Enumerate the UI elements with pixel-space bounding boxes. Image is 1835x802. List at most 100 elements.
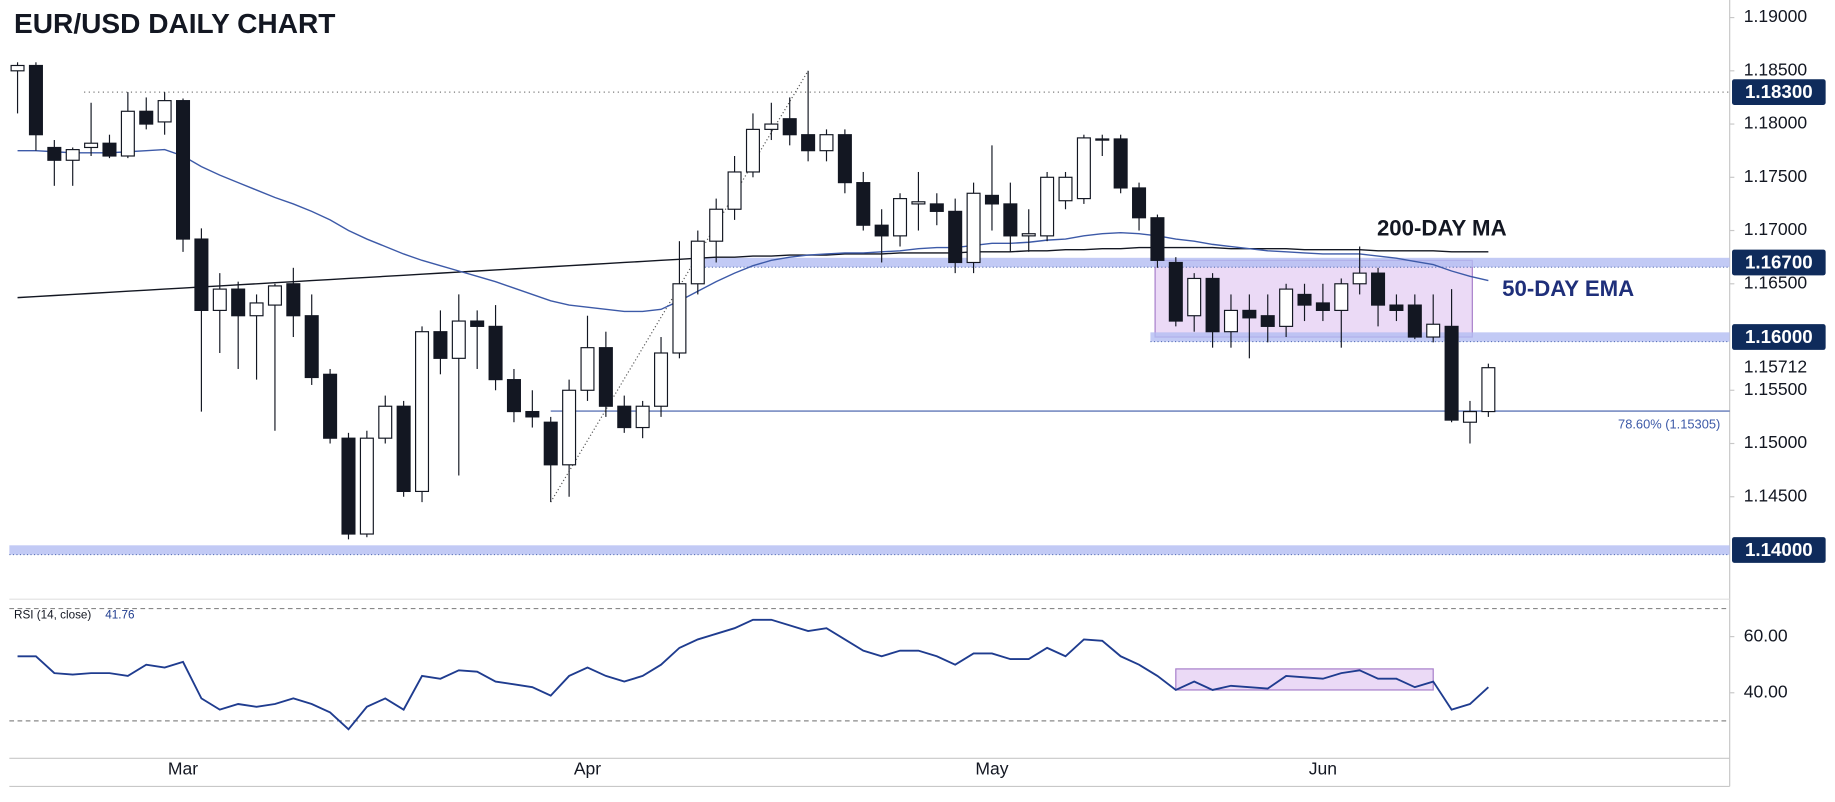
- candle-body: [415, 331, 430, 493]
- candle-body: [1352, 272, 1367, 285]
- candle-body: [488, 325, 503, 381]
- last-price-label: 1.15712: [1744, 356, 1807, 376]
- annotation: 200-DAY MA: [1377, 215, 1507, 240]
- trend-line: [550, 70, 809, 503]
- candle-body: [84, 142, 99, 149]
- candle-body: [745, 128, 760, 173]
- level-badge: [1732, 249, 1826, 276]
- candle-body: [506, 379, 521, 413]
- candle-body: [1279, 288, 1294, 327]
- y-tick-label: 1.17000: [1744, 219, 1808, 239]
- candle-body: [10, 64, 25, 72]
- candle-body: [157, 100, 172, 123]
- candle-body: [28, 64, 43, 136]
- candle-body: [175, 100, 191, 240]
- candle-body: [635, 405, 650, 429]
- candle-body: [1407, 304, 1422, 338]
- candle-body: [1242, 309, 1257, 319]
- level-badge-label: 1.14000: [1745, 539, 1813, 560]
- candle-body: [1462, 410, 1477, 423]
- y-tick-label: 1.16500: [1744, 272, 1808, 292]
- y-tick-label: 60.00: [1744, 625, 1788, 645]
- level-badge: [1732, 537, 1826, 563]
- candle-body: [1371, 272, 1386, 306]
- candle-body: [1040, 176, 1055, 237]
- y-tick-label: 1.17500: [1744, 166, 1808, 186]
- candle-body: [47, 146, 62, 161]
- candle-body: [1021, 233, 1036, 237]
- candle-body: [249, 302, 264, 317]
- y-tick-label: 40.00: [1744, 681, 1788, 701]
- level-badge: [1732, 79, 1826, 105]
- x-tick-label: Mar: [168, 759, 198, 779]
- candle-body: [837, 134, 852, 184]
- candle-body: [1113, 138, 1128, 189]
- candle-body: [782, 118, 797, 136]
- candle-body: [672, 283, 687, 354]
- y-tick-label: 1.15000: [1744, 432, 1808, 452]
- y-tick-label: 1.14500: [1744, 485, 1808, 505]
- candle-body: [1187, 277, 1202, 317]
- candle-body: [1444, 325, 1459, 421]
- candle-body: [598, 347, 613, 407]
- annotation: 50-DAY EMA: [1502, 276, 1634, 301]
- candle-body: [378, 405, 393, 439]
- level-band: [690, 257, 1730, 268]
- candle-body: [231, 288, 246, 317]
- candle-body: [1150, 217, 1165, 261]
- candle-body: [727, 171, 742, 210]
- candle-body: [984, 194, 999, 205]
- candle-body: [874, 224, 889, 237]
- candle-body: [139, 110, 154, 125]
- candle-body: [617, 405, 632, 429]
- rsi-line: [17, 618, 1489, 731]
- candle-body: [1426, 323, 1441, 338]
- x-tick-label: Jun: [1309, 759, 1337, 779]
- candle-body: [212, 288, 227, 311]
- consolidation-box: [1154, 259, 1473, 338]
- candle-body: [396, 405, 411, 493]
- y-tick-label: 1.18500: [1744, 59, 1808, 79]
- candle-body: [525, 410, 540, 418]
- candle-body: [194, 238, 209, 311]
- candle-body: [1168, 261, 1183, 322]
- y-tick-label: 1.19000: [1744, 6, 1808, 26]
- candle-body: [1132, 187, 1147, 219]
- candle-body: [323, 373, 338, 439]
- level-badge-label: 1.16000: [1745, 326, 1813, 347]
- candle-body: [1205, 277, 1220, 333]
- candle-body: [451, 320, 466, 359]
- chart-title: EUR/USD DAILY CHART: [14, 8, 335, 39]
- candle-body: [580, 347, 595, 391]
- fib-label: 78.60% (1.15305): [1618, 416, 1720, 431]
- level-badge-label: 1.18300: [1745, 81, 1813, 102]
- moving-average: [17, 148, 1489, 313]
- candle-body: [1076, 137, 1091, 200]
- level-band: [9, 545, 1730, 555]
- candle-body: [690, 240, 705, 285]
- level-badge: [1732, 324, 1826, 350]
- candle-body: [1058, 176, 1073, 202]
- x-tick-label: May: [975, 759, 1008, 779]
- candle-body: [911, 201, 926, 205]
- candle-body: [304, 315, 319, 379]
- candle-body: [709, 208, 724, 242]
- candle-body: [929, 203, 944, 212]
- x-tick-label: Apr: [574, 759, 601, 779]
- candle-body: [819, 134, 834, 152]
- candle-body: [433, 331, 448, 359]
- candle-body: [359, 437, 374, 535]
- candle-body: [286, 283, 301, 317]
- candle-body: [1223, 309, 1238, 333]
- rsi-title: RSI (14, close): [14, 609, 91, 622]
- candle-body: [966, 192, 981, 264]
- candle-body: [764, 123, 779, 130]
- y-tick-label: 1.18000: [1744, 113, 1808, 133]
- candle-body: [120, 110, 135, 157]
- candle-body: [65, 149, 80, 161]
- candle-body: [470, 320, 485, 327]
- rsi-last-value: 41.76: [105, 609, 134, 622]
- candle-body: [1481, 367, 1496, 413]
